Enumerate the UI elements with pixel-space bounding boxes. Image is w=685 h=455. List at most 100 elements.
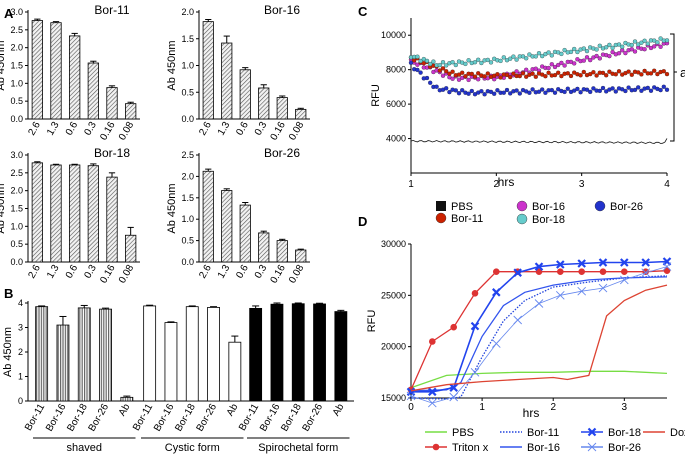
data-point [584,87,590,92]
data-point [418,70,423,75]
data-point [440,66,446,71]
data-point [524,74,529,79]
x-tick-label: Ab [117,402,133,418]
chart-title: Bor-16 [264,3,300,17]
y-tick-label: 1.5 [181,193,194,203]
data-point [632,39,638,44]
data-point [658,44,663,49]
data-point [549,87,554,93]
y-tick-label: 8000 [386,65,406,75]
data-point [428,61,433,67]
data-point [594,47,599,52]
data-point [664,38,670,43]
data-point [587,442,597,452]
data-point [472,60,478,65]
data-point [604,45,609,50]
data-point [629,47,634,52]
data-point [552,90,558,95]
data-point [662,262,672,271]
data-point [641,268,651,278]
x-tick-label: 1 [479,402,485,413]
series-line [410,275,668,400]
data-point [664,87,670,92]
data-point [469,88,474,94]
data-point [540,87,545,92]
data-point [623,50,628,56]
y-tick-label: 0 [18,396,23,406]
data-point [639,40,644,45]
group-label: Spirochetal form [258,442,338,454]
significance-label: a [680,65,685,80]
chart-title: Bor-26 [264,146,300,160]
data-point [639,72,644,77]
data-point [485,57,490,63]
bar [270,303,284,402]
data-point [645,85,650,91]
y-tick-label: 1.5 [181,34,194,44]
data-point [581,46,586,51]
x-tick-label: Bor-26 [195,402,220,434]
x-tick-label: 0.6 [234,263,251,281]
panel-label-a: A [4,6,14,21]
y-tick-label: 30000 [381,239,406,249]
data-point [642,68,647,74]
group-label: Cystic form [165,442,220,454]
data-point [642,47,647,52]
y-tick-label: 2 [18,347,23,357]
data-point [652,38,657,43]
data-point [429,338,436,345]
data-point [418,58,423,64]
legend-label: Bor-11 [527,427,559,439]
data-point [645,41,650,46]
data-point [584,55,590,60]
legend-label: Triton x [452,442,489,454]
data-point [613,72,618,77]
data-point [655,40,660,45]
x-tick-label: 0.08 [287,263,306,286]
data-point [479,60,484,66]
y-tick-label: 2.0 [181,7,194,17]
data-point [572,46,577,52]
series-doxy [410,284,668,392]
data-point [616,51,622,56]
data-point [498,58,503,64]
bar [221,190,233,263]
y-tick-label: 0.5 [10,239,23,249]
data-point [504,87,510,93]
y-tick-label: 4 [18,298,23,308]
data-point [552,64,558,70]
series-bor-18 [408,36,670,68]
data-point [517,73,522,79]
y-tick-label: 2.5 [10,168,23,178]
data-point [600,85,606,91]
data-point [613,89,618,94]
bar [99,308,112,402]
data-point [431,59,436,64]
data-point [549,62,554,67]
bar [239,69,251,120]
data-point [415,67,420,73]
y-tick-label: 0.0 [181,114,194,124]
data-point [577,259,586,268]
series-bor-11 [410,275,668,400]
y-tick-label: 2.0 [10,186,23,196]
data-point [498,75,503,80]
data-point [424,75,430,81]
legend-label: Bor-26 [610,201,643,213]
data-point [408,60,414,65]
legend-label: PBS [452,427,474,439]
data-point [641,258,650,267]
data-point [520,54,526,59]
bar [106,87,118,120]
data-point [664,71,670,77]
data-point [661,69,666,74]
data-point [492,288,501,297]
data-point [534,262,544,271]
data-point [598,258,608,267]
data-point [520,71,526,76]
data-point [597,43,602,48]
bar [239,204,251,263]
data-point [440,60,446,65]
data-point [619,275,629,285]
